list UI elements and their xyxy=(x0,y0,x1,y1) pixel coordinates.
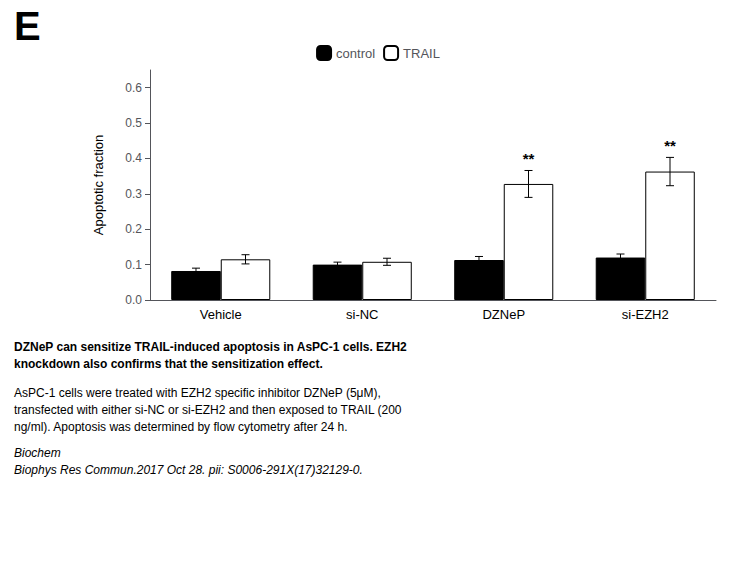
svg-text:ng/ml). Apoptosis was determin: ng/ml). Apoptosis was determined by flow… xyxy=(14,420,351,434)
svg-text:**: ** xyxy=(523,150,535,167)
svg-text:Apoptotic fraction: Apoptotic fraction xyxy=(91,135,106,235)
svg-text:0.5: 0.5 xyxy=(125,116,142,130)
svg-text:0.6: 0.6 xyxy=(125,81,142,95)
svg-text:si-NC: si-NC xyxy=(346,307,379,322)
svg-text:DZNeP can sensitize TRAIL-indu: DZNeP can sensitize TRAIL-induced apopto… xyxy=(14,340,407,354)
svg-text:0.0: 0.0 xyxy=(125,293,142,307)
svg-text:E: E xyxy=(14,4,41,48)
svg-text:0.4: 0.4 xyxy=(125,151,142,165)
svg-text:0.3: 0.3 xyxy=(125,187,142,201)
svg-text:DZNeP: DZNeP xyxy=(482,307,525,322)
svg-text:**: ** xyxy=(664,137,676,154)
svg-text:si-EZH2: si-EZH2 xyxy=(622,307,669,322)
svg-text:0.1: 0.1 xyxy=(125,258,142,272)
svg-text:Biochem: Biochem xyxy=(14,446,61,460)
svg-text:AsPC-1 cells were treated with: AsPC-1 cells were treated with EZH2 spec… xyxy=(14,386,381,400)
svg-text:control: control xyxy=(336,46,375,61)
svg-text:Biophys Res Commun.2017 Oct 28: Biophys Res Commun.2017 Oct 28. pii: S00… xyxy=(14,463,363,477)
svg-text:0.2: 0.2 xyxy=(125,222,142,236)
svg-text:knockdown also confirms that t: knockdown also confirms that the sensiti… xyxy=(14,357,323,371)
svg-text:transfected with either si-NC: transfected with either si-NC or si-EZH2… xyxy=(14,403,402,417)
svg-text:Vehicle: Vehicle xyxy=(200,307,242,322)
svg-text:TRAIL: TRAIL xyxy=(403,46,440,61)
